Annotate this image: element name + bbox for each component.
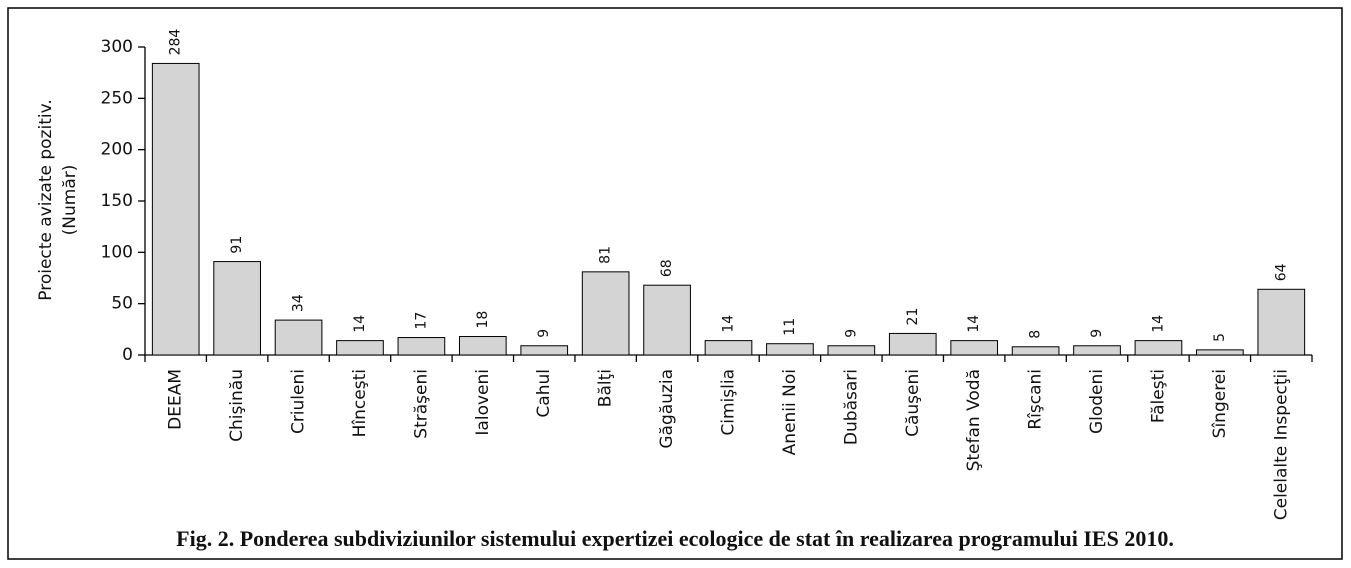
x-tick-label: Chişinău	[227, 369, 247, 442]
value-label: 34	[291, 294, 307, 312]
value-label: 14	[352, 315, 368, 333]
x-tick-label: Criuleni	[289, 369, 309, 434]
value-label: 14	[966, 315, 982, 333]
bar	[1073, 345, 1121, 356]
bar	[950, 340, 999, 356]
x-tick-label: Glodeni	[1087, 369, 1107, 434]
value-label: 81	[598, 246, 614, 264]
y-tick-label: 150	[101, 191, 133, 211]
bar	[766, 343, 814, 356]
bar	[458, 336, 507, 356]
y-tick-label: 100	[101, 242, 133, 262]
value-label: 68	[659, 259, 675, 277]
value-label: 18	[475, 311, 491, 329]
bar	[336, 340, 384, 356]
value-label: 64	[1273, 263, 1289, 281]
value-label: 5	[1212, 333, 1228, 342]
value-label: 17	[413, 312, 429, 330]
bar	[581, 271, 630, 356]
y-tick-label: 50	[111, 294, 133, 314]
x-tick-label: Făleşti	[1148, 369, 1168, 423]
x-tick-label: Cahul	[534, 369, 554, 418]
y-axis-label: (Număr)	[60, 165, 80, 236]
value-label: 11	[782, 318, 798, 336]
value-label: 21	[905, 308, 921, 326]
bar	[397, 337, 446, 356]
bar	[1196, 349, 1244, 356]
value-label: 9	[843, 329, 859, 338]
value-label: 9	[1089, 329, 1105, 338]
value-label: 284	[168, 29, 184, 56]
x-tick-label: Hînceşti	[350, 369, 370, 437]
bar	[151, 62, 200, 356]
bar	[213, 261, 261, 356]
x-tick-label: Sîngerei	[1210, 369, 1230, 438]
y-tick-label: 200	[101, 140, 133, 160]
x-tick-label: Dubăsari	[841, 369, 861, 445]
y-tick-label: 300	[101, 37, 133, 57]
y-tick-label: 250	[101, 88, 133, 108]
bar	[704, 340, 753, 356]
value-label: 9	[536, 329, 552, 338]
x-tick-label: Celelalte Inspecţii	[1271, 369, 1291, 520]
y-axis-label: Proiecte avizate pozitiv.	[36, 99, 56, 300]
y-tick-label: 0	[122, 345, 133, 365]
bar	[1134, 340, 1183, 356]
bar	[1257, 288, 1306, 356]
bar	[827, 345, 876, 356]
x-tick-label: Căuşeni	[903, 369, 923, 437]
bar	[1011, 346, 1060, 356]
x-tick-label: Anenii Noi	[780, 369, 800, 455]
x-tick-label: Ştefan Vodă	[964, 369, 984, 471]
value-label: 91	[229, 236, 245, 254]
chart-title: Fig. 2. Ponderea subdiviziunilor sistemu…	[176, 526, 1174, 551]
bar	[520, 345, 569, 356]
value-label: 14	[1150, 315, 1166, 333]
x-tick-label: Bălţi	[596, 369, 616, 407]
value-label: 14	[721, 315, 737, 333]
frame	[7, 7, 1343, 560]
x-tick-label: Cimişlia	[719, 369, 739, 436]
x-tick-label: Străşeni	[411, 369, 431, 439]
bar	[643, 284, 691, 356]
x-tick-label: Ialoveni	[473, 369, 493, 436]
value-label: 8	[1028, 330, 1044, 339]
x-tick-label: DEEAM	[166, 369, 186, 430]
bar	[274, 319, 323, 356]
bar	[888, 332, 937, 356]
x-tick-label: Găgăuzia	[657, 369, 677, 449]
x-tick-label: Rîşcani	[1026, 369, 1046, 430]
